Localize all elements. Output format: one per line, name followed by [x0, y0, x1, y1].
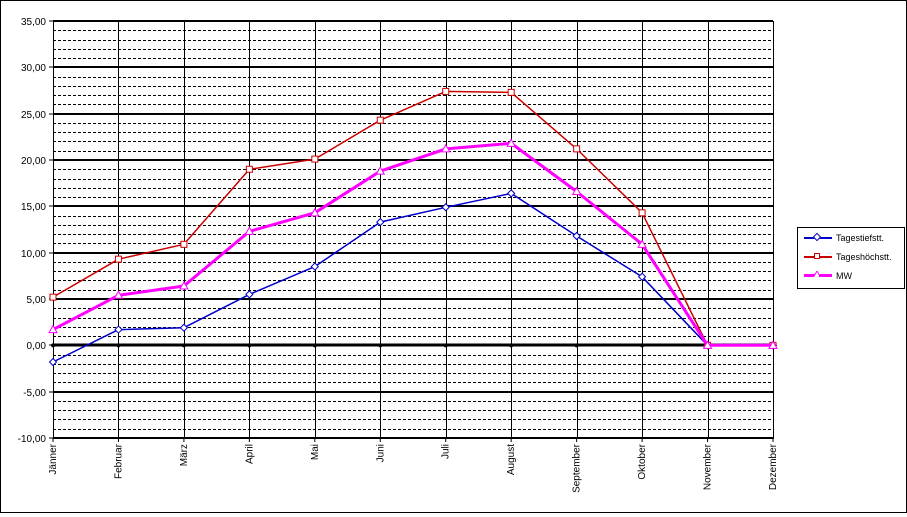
- y-tick-label: 5,00: [27, 295, 47, 306]
- y-tick-label: 30,00: [21, 63, 46, 74]
- data-point-square: [311, 155, 319, 163]
- series-line-1: [52, 90, 773, 347]
- legend-label: MW: [836, 271, 852, 281]
- y-tick-label: 15,00: [21, 202, 46, 213]
- data-point-triangle: [506, 138, 517, 147]
- legend-item-tageshoechst: Tageshöchstt.: [804, 250, 902, 264]
- y-tick-label: 20,00: [21, 156, 46, 167]
- data-point-diamond: [506, 189, 516, 198]
- zero-line-marker: [181, 343, 186, 348]
- data-point-diamond: [441, 203, 450, 212]
- x-tick-label: September: [572, 443, 583, 493]
- y-tick-label: 0,00: [27, 341, 47, 352]
- diamond-marker-icon: [812, 232, 822, 242]
- data-point-square: [114, 255, 122, 263]
- zero-line-marker: [116, 343, 121, 348]
- y-tick-label: -5,00: [23, 388, 46, 399]
- zero-line-marker: [509, 343, 514, 348]
- x-tick-label: April: [244, 444, 255, 464]
- y-tick-label: -10,00: [18, 434, 47, 445]
- legend-label: Tagestiefstt.: [836, 233, 885, 243]
- data-point-square: [442, 87, 450, 95]
- data-point-triangle: [571, 186, 582, 196]
- data-point-triangle: [113, 290, 124, 299]
- data-point-triangle: [48, 324, 58, 334]
- series-line-0: [52, 192, 773, 363]
- zero-line-marker: [443, 343, 448, 348]
- x-tick-label: Juni: [375, 444, 386, 462]
- x-tick-label: Februar: [113, 443, 124, 479]
- grid: [51, 20, 775, 439]
- axes: 35,00 30,00 25,00 20,00 15,00 10,00 5,00 0,00 -5…: [18, 17, 779, 493]
- data-point-diamond: [310, 262, 320, 271]
- zero-line-marker: [574, 343, 579, 348]
- x-tick-label: Mai: [310, 444, 321, 460]
- square-marker-icon: [814, 253, 820, 259]
- series: [48, 87, 778, 367]
- y-tick-label: 25,00: [21, 110, 46, 121]
- legend: Tagestiefstt. Tageshöchstt. MW: [797, 227, 905, 289]
- data-point-triangle: [702, 340, 713, 349]
- x-tick-label: März: [179, 444, 190, 466]
- legend-item-mw: MW: [804, 269, 902, 283]
- data-point-diamond: [572, 231, 581, 241]
- data-point-square: [573, 145, 581, 153]
- data-point-diamond: [376, 217, 385, 227]
- data-point-square: [245, 165, 253, 173]
- legend-label: Tageshöchstt.: [836, 252, 892, 262]
- zero-line-marker: [247, 343, 252, 348]
- data-point-triangle: [309, 207, 320, 217]
- x-tick-label: Juli: [441, 444, 452, 459]
- data-point-triangle: [375, 166, 386, 175]
- y-tick-label: 10,00: [21, 249, 46, 260]
- triangle-marker-icon: [813, 271, 819, 277]
- data-point-triangle: [244, 226, 255, 235]
- data-point-diamond: [114, 325, 123, 334]
- data-point-square: [376, 116, 384, 124]
- data-point-triangle: [768, 340, 778, 349]
- data-point-square: [507, 88, 515, 96]
- series-line-2: [52, 141, 773, 347]
- x-tick-label: Oktober: [637, 443, 648, 479]
- data-point-square: [638, 209, 646, 217]
- data-point-square: [180, 240, 188, 248]
- zero-line-marker: [312, 343, 317, 348]
- x-tick-label: November: [703, 443, 714, 490]
- data-point-triangle: [179, 281, 189, 290]
- plot-border: [53, 21, 774, 439]
- legend-item-tagestiefst: Tagestiefstt.: [804, 231, 902, 245]
- data-point-diamond: [179, 323, 189, 332]
- data-point-triangle: [637, 239, 647, 248]
- data-point-diamond: [245, 290, 254, 299]
- data-point-square: [49, 293, 57, 301]
- zero-line-marker: [640, 343, 645, 348]
- data-point-triangle: [440, 143, 451, 153]
- zero-line-marker: [378, 343, 383, 348]
- x-tick-label: August: [506, 444, 517, 475]
- data-point-diamond: [48, 357, 58, 367]
- y-tick-label: 35,00: [21, 17, 46, 28]
- x-tick-label: Dezember: [768, 443, 779, 490]
- data-point-diamond: [637, 272, 647, 281]
- x-tick-label: Jänner: [48, 443, 59, 474]
